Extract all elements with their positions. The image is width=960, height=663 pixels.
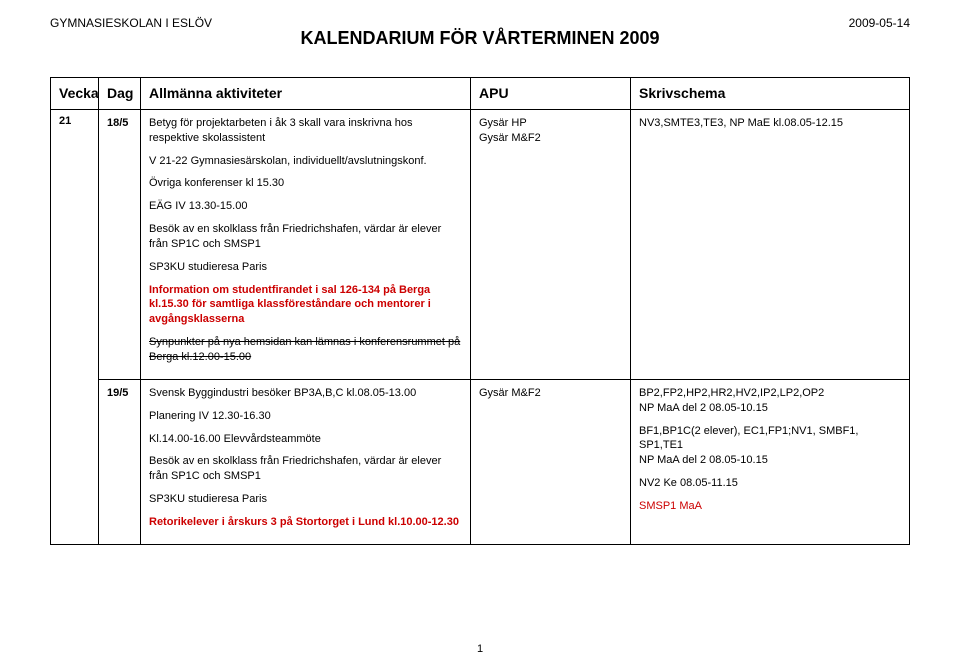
page-title: KALENDARIUM FÖR VÅRTERMINEN 2009 xyxy=(50,28,910,49)
skriv-cell: NV3,SMTE3,TE3, NP MaE kl.08.05-12.15 xyxy=(631,109,910,379)
dag-cell: 19/5 xyxy=(99,379,141,544)
skriv-text: NV3,SMTE3,TE3, NP MaE kl.08.05-12.15 xyxy=(639,116,901,131)
activity-text: V 21-22 Gymnasiesärskolan, individuellt/… xyxy=(149,154,462,169)
activity-text: Besök av en skolklass från Friedrichshaf… xyxy=(149,454,462,484)
activity-highlight: Information om studentfirandet i sal 126… xyxy=(149,283,462,328)
dag-cell: 18/5 xyxy=(99,109,141,379)
activity-text: Betyg för projektarbeten i åk 3 skall va… xyxy=(149,116,462,146)
table-row: 19/5 Svensk Byggindustri besöker BP3A,B,… xyxy=(51,379,910,544)
activity-text: Övriga konferenser kl 15.30 xyxy=(149,176,462,191)
activity-text: Besök av en skolklass från Friedrichshaf… xyxy=(149,222,462,252)
activities-cell: Betyg för projektarbeten i åk 3 skall va… xyxy=(141,109,471,379)
calendar-table: Vecka Dag Allmänna aktiviteter APU Skriv… xyxy=(50,77,910,545)
skriv-cell: BP2,FP2,HP2,HR2,HV2,IP2,LP2,OP2 NP MaA d… xyxy=(631,379,910,544)
apu-cell: Gysär HP Gysär M&F2 xyxy=(471,109,631,379)
apu-text: Gysär HP xyxy=(479,116,622,131)
activities-cell: Svensk Byggindustri besöker BP3A,B,C kl.… xyxy=(141,379,471,544)
col-header-dag: Dag xyxy=(99,78,141,110)
page-number: 1 xyxy=(0,643,960,655)
week-cell: 21 xyxy=(51,109,99,544)
col-header-act: Allmänna aktiviteter xyxy=(141,78,471,110)
apu-text: Gysär M&F2 xyxy=(479,131,622,146)
skriv-text: NP MaA del 2 08.05-10.15 xyxy=(639,453,901,468)
activity-text: Svensk Byggindustri besöker BP3A,B,C kl.… xyxy=(149,386,462,401)
header-date: 2009-05-14 xyxy=(849,16,910,30)
table-row: 21 18/5 Betyg för projektarbeten i åk 3 … xyxy=(51,109,910,379)
school-name: GYMNASIESKOLAN I ESLÖV xyxy=(50,16,212,30)
skriv-text: BF1,BP1C(2 elever), EC1,FP1;NV1, SMBF1, … xyxy=(639,424,901,454)
activity-text: Kl.14.00-16.00 Elevvårdsteammöte xyxy=(149,432,462,447)
col-header-vecka: Vecka xyxy=(51,78,99,110)
col-header-apu: APU xyxy=(471,78,631,110)
skriv-text: NP MaA del 2 08.05-10.15 xyxy=(639,401,901,416)
activity-highlight: Retorikelever i årskurs 3 på Stortorget … xyxy=(149,515,462,530)
activity-text: SP3KU studieresa Paris xyxy=(149,260,462,275)
skriv-text: BP2,FP2,HP2,HR2,HV2,IP2,LP2,OP2 xyxy=(639,386,901,401)
activity-text: Planering IV 12.30-16.30 xyxy=(149,409,462,424)
apu-cell: Gysär M&F2 xyxy=(471,379,631,544)
col-header-skriv: Skrivschema xyxy=(631,78,910,110)
skriv-highlight: SMSP1 MaA xyxy=(639,499,901,514)
activity-text: EÄG IV 13.30-15.00 xyxy=(149,199,462,214)
activity-strikethrough: Synpunkter på nya hemsidan kan lämnas i … xyxy=(149,335,462,365)
apu-text: Gysär M&F2 xyxy=(479,386,622,401)
skriv-text: NV2 Ke 08.05-11.15 xyxy=(639,476,901,491)
activity-text: SP3KU studieresa Paris xyxy=(149,492,462,507)
